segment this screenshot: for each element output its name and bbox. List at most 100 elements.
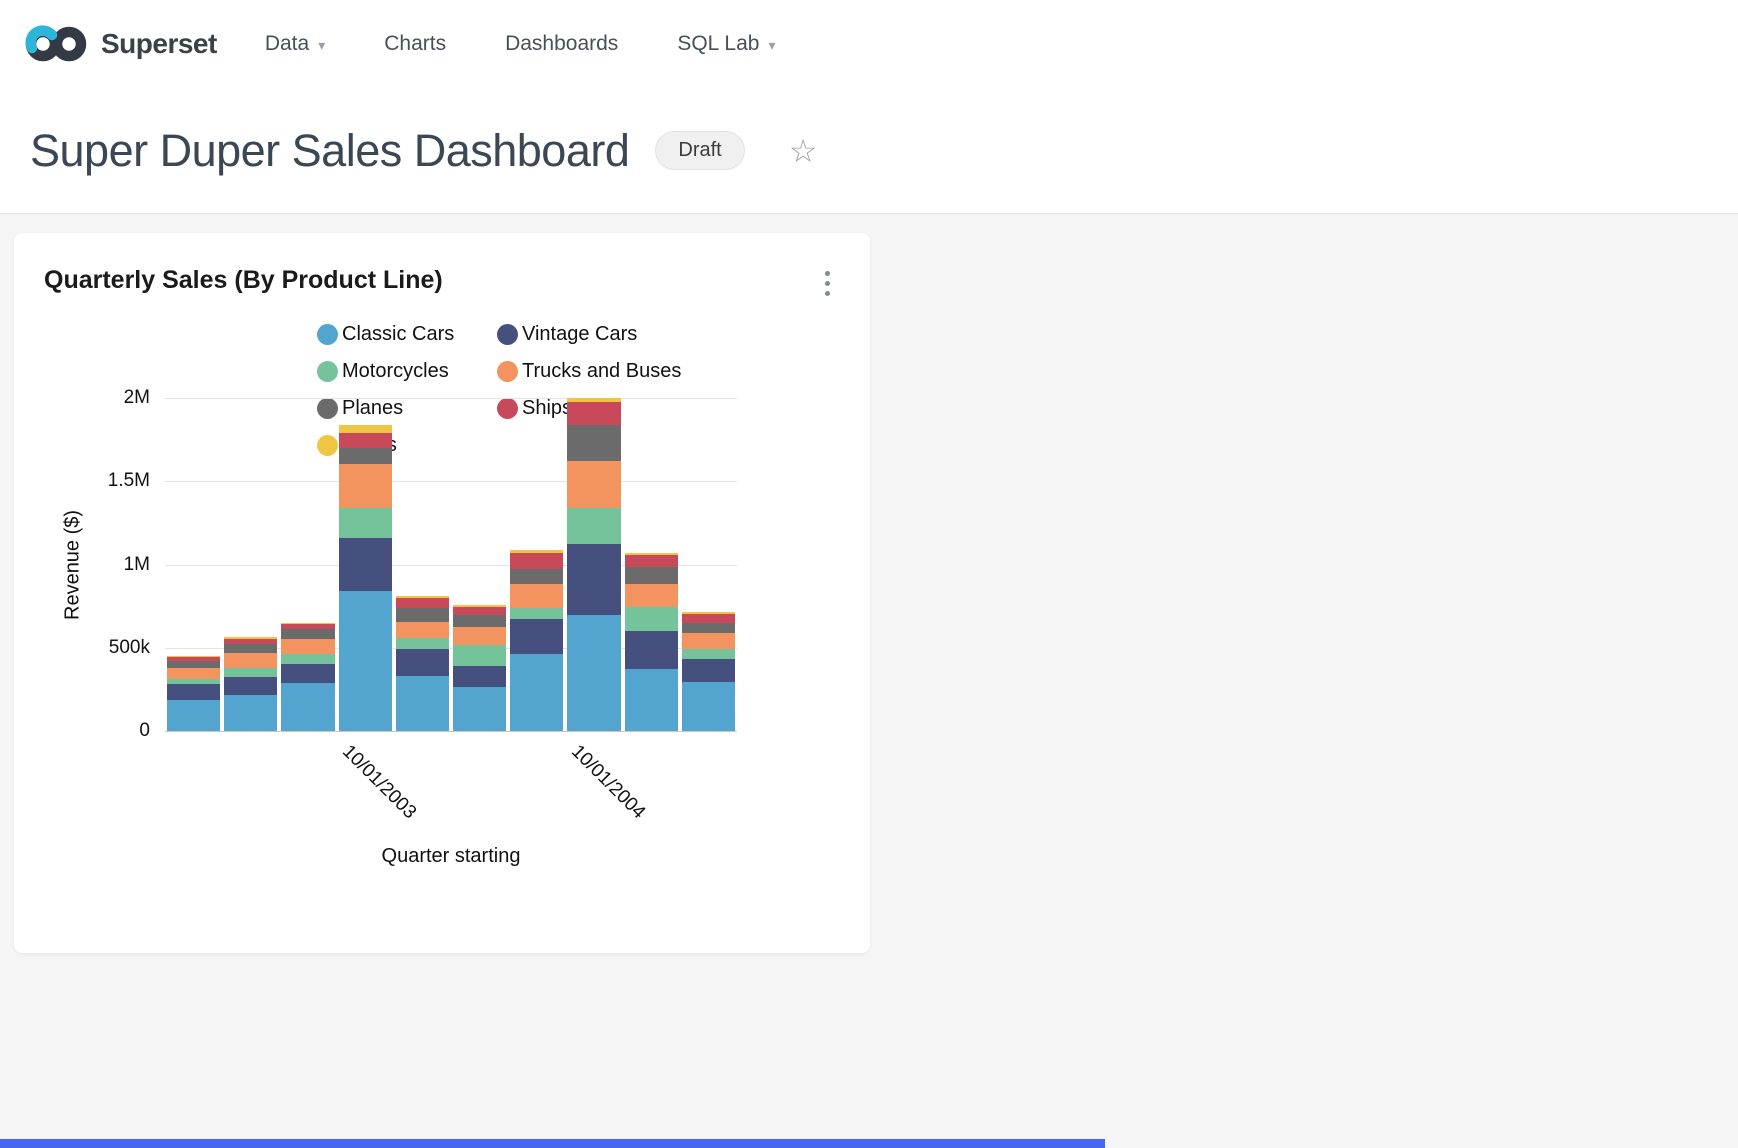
legend-item-ships[interactable]: Ships [497, 397, 681, 420]
bar-segment-planes[interactable] [167, 660, 221, 668]
nav-item-dashboards[interactable]: Dashboards [505, 32, 618, 56]
bar-segment-classic-cars[interactable] [167, 700, 221, 731]
bar-segment-planes[interactable] [281, 629, 335, 639]
bar-segment-ships[interactable] [624, 554, 678, 568]
legend-item-planes[interactable]: Planes [317, 397, 497, 420]
bar-segment-vintage-cars[interactable] [395, 648, 450, 677]
bar-segment-ships[interactable] [224, 638, 278, 645]
bar-07/01/2004[interactable] [510, 549, 564, 731]
bar-segment-planes[interactable] [510, 569, 564, 585]
nav-item-charts[interactable]: Charts [384, 32, 446, 56]
bar-01/01/2004[interactable] [395, 595, 450, 731]
nav-item-label: SQL Lab [677, 32, 760, 55]
bar-segment-ships[interactable] [681, 613, 736, 623]
nav-item-data[interactable]: Data ▾ [265, 32, 325, 56]
bar-segment-classic-cars[interactable] [338, 591, 392, 731]
bar-segment-ships[interactable] [281, 624, 335, 630]
bar-01/01/2005[interactable] [624, 552, 678, 731]
legend-item-motorcycles[interactable]: Motorcycles [317, 360, 497, 383]
bar-segment-planes[interactable] [624, 567, 678, 584]
bar-segment-motorcycles[interactable] [681, 648, 736, 659]
bar-segment-vintage-cars[interactable] [224, 676, 278, 696]
nav-item-label: Charts [384, 32, 447, 55]
bar-segment-trucks-and-buses[interactable] [224, 652, 278, 668]
bar-04/01/2005[interactable] [681, 611, 736, 731]
legend-item-trucks-and-buses[interactable]: Trucks and Buses [497, 360, 681, 383]
bar-segment-classic-cars[interactable] [567, 614, 621, 731]
bar-segment-trucks-and-buses[interactable] [681, 632, 736, 649]
bar-segment-trains[interactable] [395, 595, 450, 598]
bar-04/01/2003[interactable] [224, 637, 278, 731]
bar-segment-classic-cars[interactable] [224, 695, 278, 731]
y-tick-label: 2M [123, 387, 150, 408]
bar-segment-trucks-and-buses[interactable] [281, 638, 335, 654]
bar-segment-motorcycles[interactable] [224, 667, 278, 677]
bar-segment-planes[interactable] [681, 622, 736, 633]
bar-segment-ships[interactable] [167, 656, 221, 661]
bar-segment-motorcycles[interactable] [453, 645, 507, 667]
bar-segment-vintage-cars[interactable] [624, 631, 678, 670]
bar-segment-classic-cars[interactable] [624, 669, 678, 731]
bar-segment-trucks-and-buses[interactable] [453, 627, 507, 646]
bar-segment-trains[interactable] [510, 549, 564, 553]
bar-segment-trains[interactable] [567, 398, 621, 403]
bar-segment-trucks-and-buses[interactable] [624, 583, 678, 608]
bar-04/01/2004[interactable] [453, 605, 507, 731]
bar-segment-planes[interactable] [453, 614, 507, 628]
bar-segment-motorcycles[interactable] [510, 607, 564, 620]
bar-10/01/2004[interactable] [567, 398, 621, 731]
bar-segment-trains[interactable] [281, 622, 335, 625]
legend-item-vintage-cars[interactable]: Vintage Cars [497, 323, 681, 346]
bar-segment-ships[interactable] [567, 402, 621, 425]
bar-segment-classic-cars[interactable] [453, 686, 507, 731]
bar-segment-trucks-and-buses[interactable] [167, 667, 221, 680]
bar-segment-classic-cars[interactable] [510, 654, 564, 731]
bar-segment-vintage-cars[interactable] [567, 543, 621, 615]
legend-swatch [497, 324, 518, 345]
nav-item-sql-lab[interactable]: SQL Lab ▾ [677, 32, 775, 56]
bar-segment-motorcycles[interactable] [167, 679, 221, 684]
kebab-menu-icon[interactable] [821, 267, 834, 300]
bar-segment-motorcycles[interactable] [338, 507, 392, 538]
bar-segment-ships[interactable] [510, 552, 564, 570]
bar-segment-planes[interactable] [567, 424, 621, 462]
bar-segment-planes[interactable] [395, 607, 450, 623]
bar-segment-trains[interactable] [681, 611, 736, 614]
bar-segment-trains[interactable] [624, 552, 678, 555]
bar-segment-planes[interactable] [224, 644, 278, 653]
legend-swatch [497, 361, 518, 382]
bar-segment-ships[interactable] [395, 597, 450, 608]
bar-segment-motorcycles[interactable] [281, 653, 335, 664]
bar-segment-classic-cars[interactable] [395, 676, 450, 731]
bar-segment-ships[interactable] [453, 607, 507, 615]
bar-segment-vintage-cars[interactable] [453, 666, 507, 687]
bar-segment-trains[interactable] [338, 425, 392, 433]
bar-segment-vintage-cars[interactable] [510, 619, 564, 655]
bar-segment-vintage-cars[interactable] [167, 683, 221, 701]
bar-segment-motorcycles[interactable] [624, 607, 678, 632]
bar-segment-motorcycles[interactable] [567, 507, 621, 544]
bar-01/01/2003[interactable] [167, 655, 221, 731]
bar-segment-motorcycles[interactable] [395, 637, 450, 649]
bar-segment-vintage-cars[interactable] [681, 658, 736, 682]
bar-segment-trucks-and-buses[interactable] [395, 622, 450, 638]
bar-segment-trains[interactable] [167, 655, 221, 657]
bar-segment-vintage-cars[interactable] [338, 537, 392, 592]
bar-segment-trains[interactable] [453, 605, 507, 608]
bar-10/01/2003[interactable] [338, 425, 392, 731]
bar-segment-vintage-cars[interactable] [281, 663, 335, 683]
bar-segment-trucks-and-buses[interactable] [510, 584, 564, 608]
bar-segment-classic-cars[interactable] [281, 682, 335, 731]
y-axis-ticks: 0 500k 1M 1.5M 2M [98, 387, 150, 741]
legend-item-classic-cars[interactable]: Classic Cars [317, 323, 497, 346]
favorite-star-icon[interactable]: ☆ [788, 132, 818, 169]
bar-segment-planes[interactable] [338, 447, 392, 464]
bar-segment-classic-cars[interactable] [681, 681, 736, 731]
bar-segment-trains[interactable] [224, 637, 278, 639]
bar-07/01/2003[interactable] [281, 622, 335, 731]
brand[interactable]: Superset [24, 23, 217, 65]
bar-segment-trucks-and-buses[interactable] [567, 461, 621, 508]
bar-segment-ships[interactable] [338, 432, 392, 448]
legend-swatch [497, 398, 518, 419]
bar-segment-trucks-and-buses[interactable] [338, 463, 392, 508]
